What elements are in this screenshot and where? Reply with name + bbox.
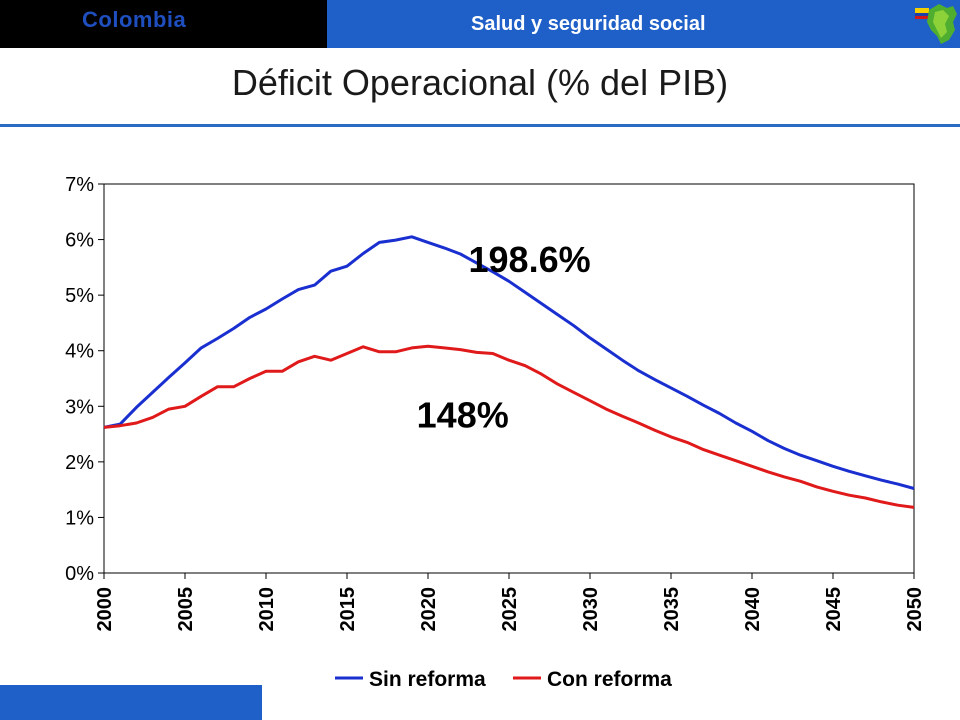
x-tick-label: 2030 xyxy=(580,587,602,632)
section-label: Salud y seguridad social xyxy=(471,13,706,35)
legend-label: Con reforma xyxy=(547,668,672,691)
page-title: Déficit Operacional (% del PIB) xyxy=(231,62,729,103)
legend-label: Sin reforma xyxy=(369,668,486,691)
chart-legend: Sin reforma Con reforma xyxy=(335,668,672,691)
y-tick-label: 6% xyxy=(65,230,94,252)
header-country-panel: Colombia xyxy=(0,0,327,48)
series-line-con-reforma xyxy=(103,344,915,509)
x-tick-label: 2040 xyxy=(742,587,764,632)
x-tick-label: 2025 xyxy=(499,587,521,632)
footer-bar xyxy=(0,685,262,720)
x-tick-label: 2035 xyxy=(661,587,683,632)
series-line-sin-reforma xyxy=(103,235,915,490)
x-tick-label: 2020 xyxy=(418,587,440,632)
chart-axes: 0% 1% 2% 3% 4% 5% 6% 7% 2000 2005 2010 2015 2020 2025… xyxy=(65,174,926,632)
y-tick-label: 1% xyxy=(65,507,94,529)
y-tick-label: 7% xyxy=(65,174,94,196)
annotation-label: 198.6% xyxy=(469,239,591,280)
x-tick-label: 2050 xyxy=(904,587,926,632)
title-divider xyxy=(0,124,960,127)
colombia-map-flag-icon xyxy=(913,0,960,48)
x-tick-label: 2005 xyxy=(175,587,197,632)
y-tick-label: 2% xyxy=(65,452,94,474)
country-label: Colombia xyxy=(82,7,187,32)
header-section-panel: Salud y seguridad social xyxy=(327,0,960,48)
chart-series xyxy=(103,235,915,509)
x-tick-label: 2045 xyxy=(823,587,845,632)
x-tick-label: 2010 xyxy=(256,587,278,632)
y-tick-label: 4% xyxy=(65,341,94,363)
y-tick-label: 5% xyxy=(65,285,94,307)
x-tick-label: 2015 xyxy=(337,587,359,632)
chart-annotations: 198.6% 148% xyxy=(417,239,591,436)
y-tick-label: 3% xyxy=(65,396,94,418)
annotation-label: 148% xyxy=(417,395,509,436)
y-tick-label: 0% xyxy=(65,563,94,585)
x-tick-label: 2000 xyxy=(94,587,116,632)
